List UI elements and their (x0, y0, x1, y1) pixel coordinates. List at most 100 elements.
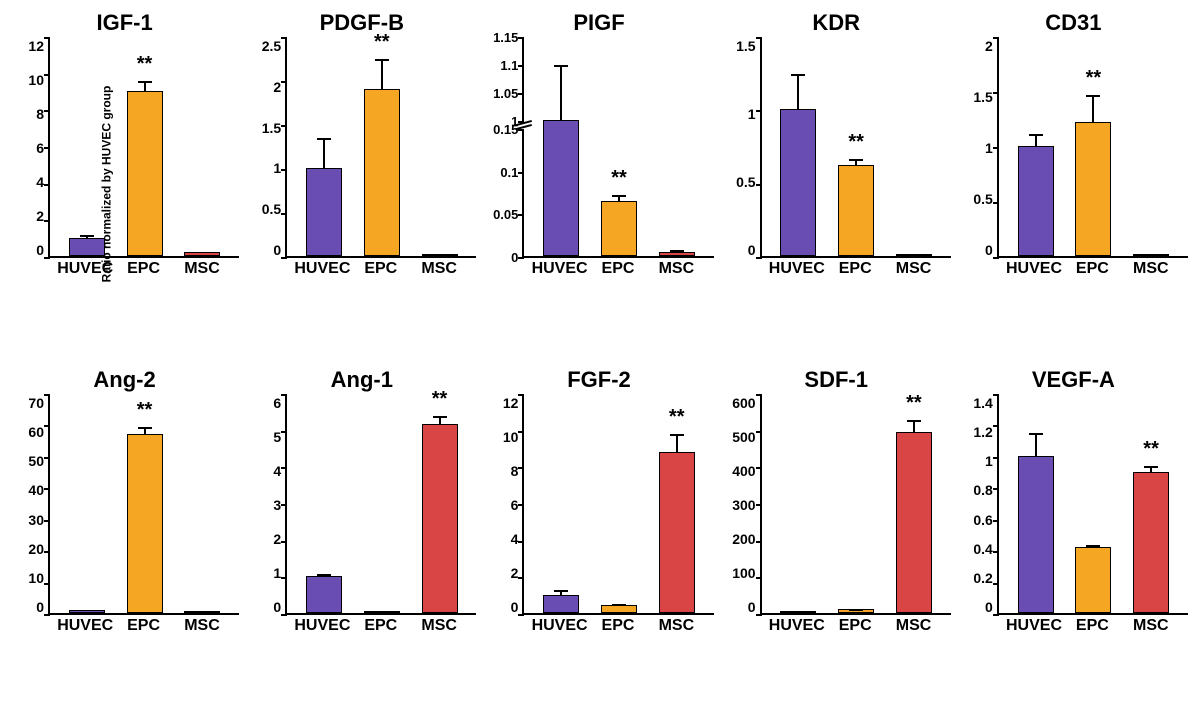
bar-epc (828, 609, 885, 613)
y-tick-label: 20 (28, 541, 44, 557)
x-label-huvec: HUVEC (531, 617, 589, 635)
plot-inner: ** (285, 395, 476, 615)
error-cap (80, 235, 94, 237)
x-label-msc: MSC (885, 260, 943, 278)
bar (69, 238, 105, 256)
plot: **HUVECEPCMSC (48, 395, 239, 655)
bar (896, 254, 932, 256)
y-tick-label: 10 (28, 570, 44, 586)
y-tick-label: 4 (273, 463, 281, 479)
y-tick-label: 1.5 (736, 38, 755, 54)
panel-title: PIGF (573, 10, 624, 36)
x-axis: HUVECEPCMSC (48, 258, 239, 278)
y-tick-label: 0.2 (973, 570, 992, 586)
bar (422, 424, 458, 613)
bars: ** (50, 38, 239, 256)
y-tick-label: 0.1 (500, 165, 518, 180)
y-tick-label: 60 (28, 424, 44, 440)
x-label-epc: EPC (1063, 617, 1121, 635)
y-tick-label: 300 (732, 497, 755, 513)
bars: ** (762, 395, 951, 613)
y-tick-label: 2 (36, 208, 44, 224)
bar-msc (648, 252, 705, 256)
error-bar (855, 159, 857, 166)
error-cap (849, 609, 863, 611)
panel-title: Ang-2 (93, 367, 155, 393)
y-tick-label: 2 (273, 531, 281, 547)
x-label-huvec: HUVEC (293, 617, 351, 635)
error-bar (1092, 95, 1094, 123)
bar (1075, 122, 1111, 256)
bar-epc: ** (116, 434, 173, 613)
bars: ** (50, 395, 239, 613)
bar (364, 89, 400, 256)
significance-marker: ** (137, 399, 153, 422)
y-axis: 706050403020100 (10, 395, 48, 615)
error-bar (913, 420, 915, 433)
panel-title: CD31 (1045, 10, 1101, 36)
y-tick-label: 0 (748, 599, 756, 615)
bar (543, 595, 579, 613)
significance-marker: ** (432, 388, 448, 411)
plot: **HUVECEPCMSC (997, 38, 1188, 298)
bar-msc: ** (648, 452, 705, 613)
x-label-epc: EPC (589, 617, 647, 635)
error-bar (144, 81, 146, 92)
bar-epc (590, 605, 647, 613)
bar (364, 611, 400, 613)
bar-huvec (533, 120, 590, 256)
y-tick-label: 0 (985, 599, 993, 615)
bar (1133, 472, 1169, 613)
y-tick-label: 0 (273, 599, 281, 615)
bar-epc: ** (590, 201, 647, 256)
x-label-epc: EPC (115, 617, 173, 635)
x-label-epc: EPC (352, 617, 410, 635)
panel-pdgfb: PDGF-B2.521.510.50**HUVECEPCMSC (247, 10, 476, 357)
y-tick-label: 4 (511, 531, 519, 547)
y-tick-label: 6 (36, 140, 44, 156)
error-bar (1150, 466, 1152, 472)
panel-ang2: Ang-2706050403020100**HUVECEPCMSC (10, 367, 239, 714)
y-tick-label: 0.5 (262, 201, 281, 217)
x-axis: HUVECEPCMSC (760, 258, 951, 278)
chart-area: 706050403020100**HUVECEPCMSC (10, 395, 239, 655)
bar (1018, 456, 1054, 613)
bar-huvec (58, 610, 115, 613)
error-bar (560, 590, 562, 596)
error-cap (670, 250, 684, 252)
y-axis: 1.151.11.0510.150.10.050 (484, 38, 522, 258)
bar (184, 611, 220, 613)
x-label-huvec: HUVEC (531, 260, 589, 278)
chart-area: 6543210**HUVECEPCMSC (247, 395, 476, 655)
y-tick-label: 5 (273, 429, 281, 445)
y-tick-label: 400 (732, 463, 755, 479)
error-bar (144, 427, 146, 435)
y-tick-label: 2 (985, 38, 993, 54)
y-tick-label: 1.5 (973, 89, 992, 105)
y-axis: 1.510.50 (722, 38, 760, 258)
y-tick-label: 1 (273, 160, 281, 176)
error-bar (439, 416, 441, 425)
plot: **HUVECEPCMSC (760, 38, 951, 298)
error-bar (381, 59, 383, 90)
panel-fgf2: FGF-2121086420**HUVECEPCMSC (484, 367, 713, 714)
y-tick-label: 600 (732, 395, 755, 411)
bar (601, 605, 637, 613)
bar (1018, 146, 1054, 256)
x-label-msc: MSC (410, 617, 468, 635)
y-tick-label: 1.5 (262, 120, 281, 136)
x-label-msc: MSC (647, 260, 705, 278)
y-tick-label: 0.8 (973, 482, 992, 498)
x-axis: HUVECEPCMSC (48, 615, 239, 635)
x-axis: HUVECEPCMSC (285, 615, 476, 635)
y-axis: 21.510.50 (959, 38, 997, 258)
error-bar (618, 604, 620, 606)
y-tick-label: 100 (732, 565, 755, 581)
chart-area: 21.510.50**HUVECEPCMSC (959, 38, 1188, 298)
bar (659, 452, 695, 613)
bar (184, 252, 220, 256)
y-tick-label: 40 (28, 482, 44, 498)
error-cap (670, 434, 684, 436)
bar (306, 168, 342, 256)
y-tick-label: 12 (503, 395, 519, 411)
